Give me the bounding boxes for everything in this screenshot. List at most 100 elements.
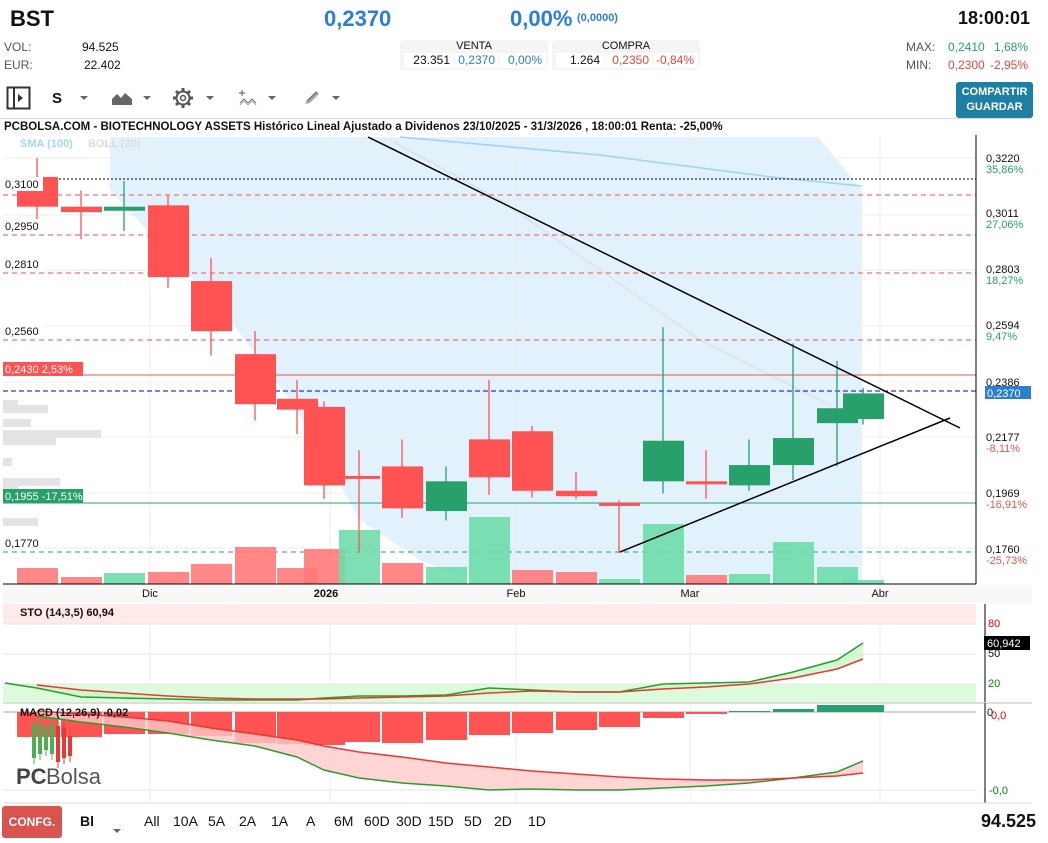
candle-down [304,406,345,486]
max-value: 0,2410 [948,40,985,54]
max-pct: 1,68% [994,40,1029,54]
range-15d[interactable]: 15D [428,813,454,829]
legend-sma: SMA (100) [20,138,73,150]
settings-button[interactable] [172,86,194,110]
indicators-button[interactable] [238,86,258,110]
low-marker-tag [3,489,83,503]
volume-profile-bar [3,405,48,413]
legend-boll: BOLL (20) [88,138,141,150]
volume-profile-bar [3,419,31,427]
range-2a[interactable]: 2A [239,813,257,829]
candle-up [773,438,814,466]
macd-histogram-bar [773,709,814,712]
candle-up [104,206,145,211]
volume-profile-bar [3,400,18,408]
compra-qty: 1.264 [556,53,604,68]
volume-bar [773,542,814,584]
chart-type-dropdown[interactable] [143,86,151,110]
scale-dropdown[interactable] [80,86,88,110]
range-5d[interactable]: 5D [464,813,482,829]
config-button[interactable]: CONFG. [2,806,62,838]
macd-histogram-bar [469,712,510,735]
candle-down [148,205,189,278]
logo-candle [56,726,60,762]
draw-dropdown[interactable] [332,86,340,110]
sto-value-tag [984,636,1030,650]
sto-level-80: 80 [988,618,1000,630]
compra-box: COMPRA 1.264 0,2350 -0,84% [552,40,700,70]
chart-type-button[interactable] [112,86,132,110]
y-tick: 0,3011 [986,208,1019,220]
y-tick: 0,2803 [986,264,1020,276]
sma-line [399,136,863,187]
settings-dropdown[interactable] [206,86,214,110]
panel-toggle-button[interactable] [6,86,32,110]
range-1a[interactable]: 1A [271,813,289,829]
total-volume: 94.525 [980,811,1036,831]
macd-top-tag: 0,0 [991,710,1006,722]
draw-button[interactable] [302,86,322,110]
candle-down [382,466,423,509]
min-label: MIN: [906,58,932,72]
chevron-down-icon [332,96,340,100]
scale-button[interactable]: S [52,89,63,107]
logo-text-pc: PC [16,764,47,789]
interval-dropdown[interactable] [113,820,121,838]
macd-histogram-bar [599,712,640,727]
volume-bar [817,567,858,584]
range-5a[interactable]: 5A [208,813,226,829]
level-label-bg [3,177,43,191]
y-tick: 0,2594 [986,320,1020,332]
divider [0,118,1032,119]
sto-level-50: 50 [988,648,1000,660]
candle-down [339,475,380,479]
chevron-down-icon [80,96,88,100]
logo-candle [68,736,72,756]
logo-candle [38,724,42,754]
indicators-dropdown[interactable] [268,86,276,110]
candle-down [277,398,318,410]
range-1d[interactable]: 1D [528,813,546,829]
volume-profile-bar [3,458,12,466]
volume-profile-bar [3,437,56,445]
y-tick-pct: 35,86% [986,164,1024,176]
share-save-button[interactable]: COMPARTIR GUARDAR [956,82,1033,118]
macd-histogram-bar [426,712,467,740]
level-label-bg [3,536,43,550]
chevron-down-icon [143,96,151,100]
interval-select[interactable]: Bl [80,813,94,829]
volume-bar [191,564,232,584]
volume-bar [148,572,189,584]
range-60d[interactable]: 60D [364,813,390,829]
x-axis-band [3,585,1032,603]
macd-histogram-bar [512,712,553,733]
volume-profile-bar [3,518,38,526]
venta-price: 0,2370 [455,53,499,68]
candle-down [61,206,102,213]
range-10a[interactable]: 10A [173,813,198,829]
range-6m[interactable]: 6M [334,813,354,829]
volume-bar [729,574,770,584]
volume-bar [843,580,884,584]
level-label-bg [3,324,43,338]
compra-price: 0,2350 [605,53,653,68]
volume-bar [512,570,553,584]
range-all[interactable]: All [144,813,160,829]
logo-candle [50,724,54,754]
volume-bar [599,579,640,584]
x-tick: Dic [142,588,158,600]
share-label: COMPARTIR [961,86,1028,98]
level-label: 0,1770 [5,538,39,550]
low-marker-label: 0,1955 -17,51% [5,491,83,503]
range-2d[interactable]: 2D [494,813,512,829]
x-tick: Abr [871,588,888,600]
sto-value-tag-label: 60,942 [987,638,1021,650]
sto-fill [5,643,863,700]
range-a[interactable]: A [306,813,316,829]
chevron-down-icon [113,829,121,833]
volume-profile-bar [3,430,101,438]
range-30d[interactable]: 30D [396,813,422,829]
eur-label: EUR: [4,58,33,72]
macd-histogram-bar [556,712,597,730]
